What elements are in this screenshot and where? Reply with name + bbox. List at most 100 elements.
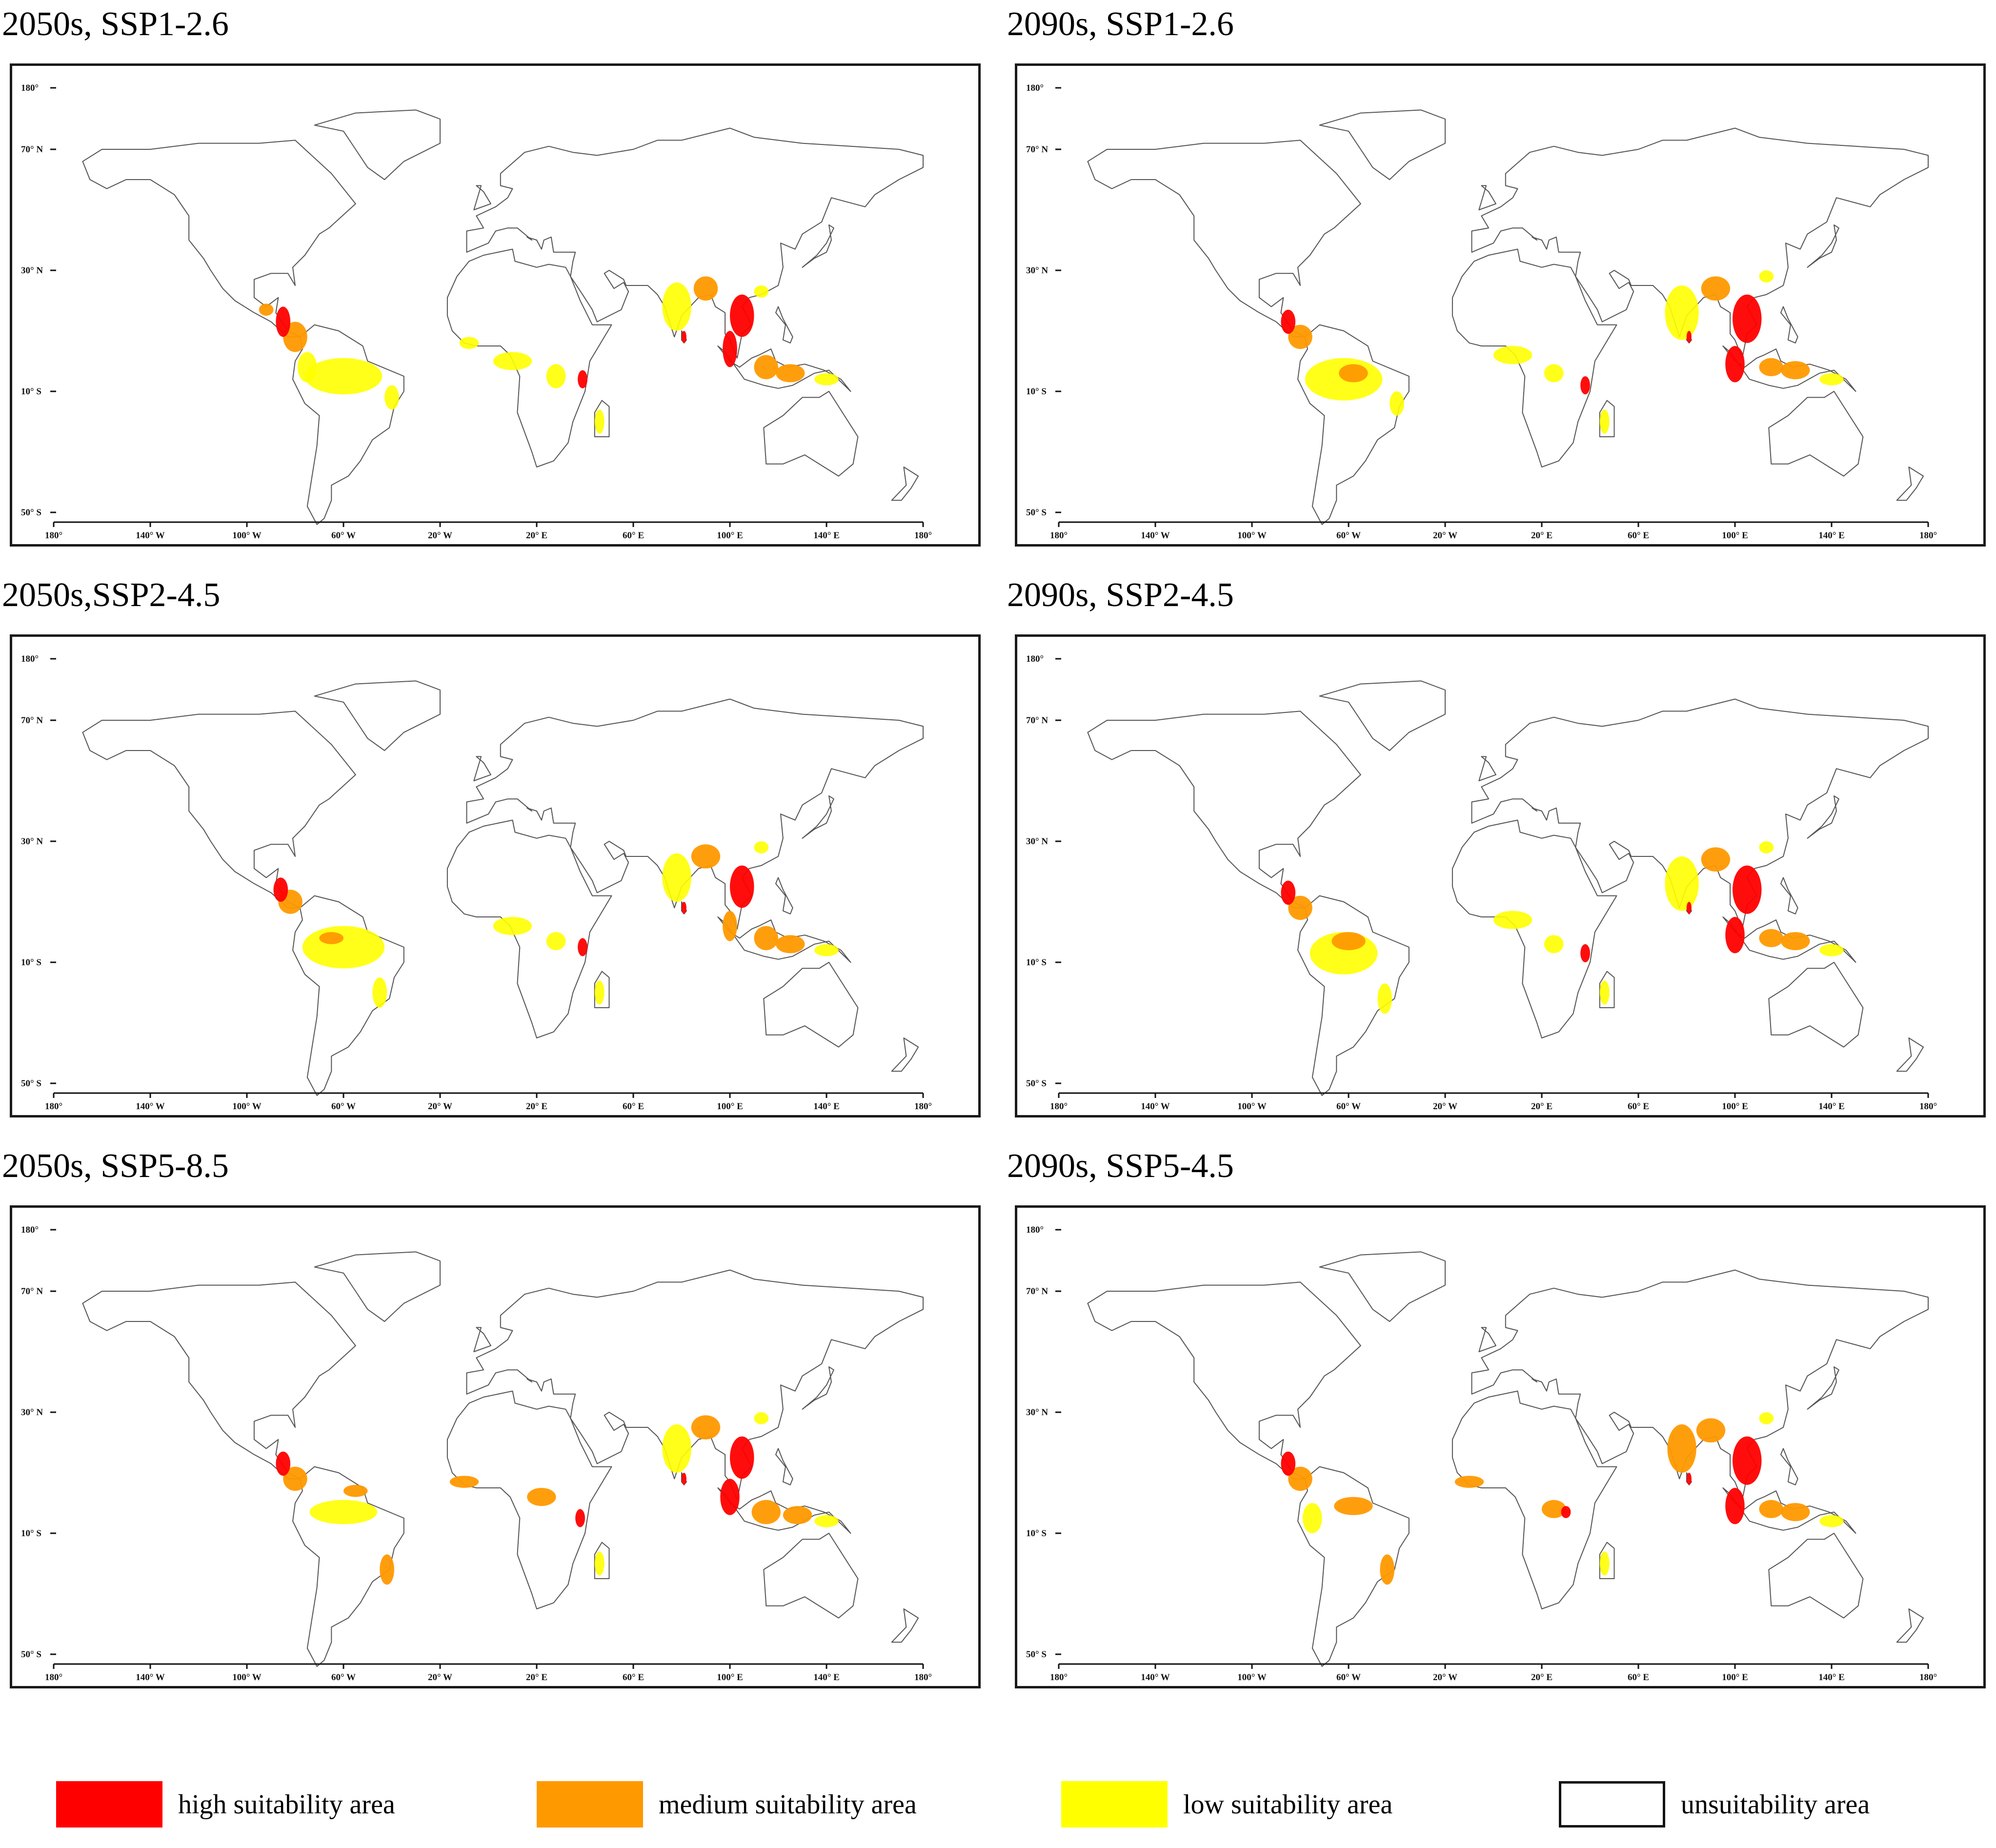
suitability-area-low <box>1819 944 1844 956</box>
lat-tick-label: 180° <box>1026 83 1044 93</box>
suitability-area-medium <box>776 364 805 383</box>
lon-tick-label: 100° W <box>232 1672 262 1683</box>
suitability-area-high <box>1281 1451 1296 1476</box>
lat-tick-label: 180° <box>21 654 39 664</box>
lat-tick-label: 70° N <box>1026 1286 1048 1297</box>
lat-tick-label: 10° S <box>1026 957 1047 968</box>
landmass-south-america <box>1297 324 1410 525</box>
suitability-area-high <box>1580 376 1590 395</box>
suitability-area-medium <box>754 926 778 951</box>
suitability-area-low <box>459 337 479 349</box>
landmass-australia <box>763 962 859 1048</box>
suitability-area-low <box>297 352 317 383</box>
suitability-area-low <box>1599 980 1610 1005</box>
landmass-greenland <box>1319 680 1446 751</box>
lon-tick-label: 100° E <box>717 530 743 541</box>
world-map: 180° 70° N 30° N 10° S 50° S 180° 140° W 100° W… <box>1015 63 1986 547</box>
lon-tick-label: 100° W <box>232 530 262 541</box>
lat-tick-label: 30° N <box>1026 1407 1048 1418</box>
lon-tick-label: 60° E <box>1628 1672 1649 1683</box>
suitability-area-low <box>594 1551 605 1576</box>
suitability-area-medium <box>1288 1466 1312 1491</box>
lon-tick-label: 140° W <box>1141 1101 1170 1112</box>
legend-label: unsuitability area <box>1681 1789 1870 1820</box>
suitability-area-high <box>730 865 754 908</box>
suitability-area-high <box>1725 917 1745 954</box>
suitability-area-medium <box>1288 895 1312 920</box>
landmass-uk <box>473 185 491 210</box>
landmass-japan <box>802 1366 834 1410</box>
lon-tick-label: 100° W <box>1237 1101 1267 1112</box>
landmass-north-america <box>1087 1281 1361 1480</box>
suitability-area-high <box>723 331 737 367</box>
lat-tick-label: 10° S <box>21 957 41 968</box>
lon-tick-label: 60° W <box>1336 1672 1361 1683</box>
suitability-area-low <box>1759 1412 1774 1424</box>
lon-tick-label: 140° W <box>136 1672 165 1683</box>
landmass-australia <box>763 1533 859 1619</box>
lat-tick-label: 50° S <box>21 508 41 518</box>
lon-tick-label: 100° W <box>1237 530 1267 541</box>
lon-tick-label: 60° E <box>623 1672 644 1683</box>
suitability-area-low <box>384 385 399 410</box>
suitability-area-high <box>276 1451 291 1476</box>
suitability-area-low <box>1544 364 1564 383</box>
lat-tick-label: 70° N <box>1026 144 1048 155</box>
lon-tick-label: 60° W <box>1336 1101 1361 1112</box>
lon-tick-label: 180° <box>1050 530 1068 541</box>
suitability-area-low <box>814 373 839 386</box>
lon-tick-label: 60° W <box>331 530 356 541</box>
lon-tick-label: 60° W <box>331 1672 356 1683</box>
landmass-africa <box>1452 1390 1617 1609</box>
lon-tick-label: 180° <box>914 1672 932 1683</box>
legend-swatch-low <box>1061 1781 1168 1828</box>
suitability-area-low <box>1599 1551 1610 1576</box>
landmass-philippines <box>775 1448 793 1485</box>
suitability-area-medium <box>1288 325 1312 349</box>
landmass-eurasia <box>466 1269 924 1501</box>
lon-tick-label: 140° E <box>813 1101 840 1112</box>
suitability-area-high <box>1725 1488 1745 1524</box>
panel-title: 2090s, SSP5-4.5 <box>1007 1147 1234 1185</box>
lat-tick-label: 180° <box>21 83 39 93</box>
suitability-area-high <box>730 1436 754 1479</box>
suitability-area-medium <box>1701 276 1731 301</box>
suitability-area-high <box>273 877 288 902</box>
suitability-area-medium <box>259 304 274 316</box>
legend-swatch-medium <box>537 1781 643 1828</box>
world-map: 180° 70° N 30° N 10° S 50° S 180° 140° W 100° W… <box>10 1205 981 1688</box>
landmass-philippines <box>1780 877 1798 914</box>
lon-tick-label: 180° <box>914 530 932 541</box>
suitability-area-low <box>754 1412 769 1424</box>
lat-tick-label: 30° N <box>21 1407 43 1418</box>
suitability-area-high <box>682 331 686 343</box>
suitability-area-high <box>730 294 754 337</box>
suitability-area-high <box>682 1473 686 1485</box>
lon-tick-label: 60° E <box>623 1101 644 1112</box>
panel-title: 2090s, SSP1-2.6 <box>1007 5 1234 43</box>
suitability-area-low <box>594 980 605 1005</box>
landmass-eurasia <box>1471 698 1929 930</box>
suitability-area-medium <box>380 1554 394 1585</box>
suitability-area-low <box>662 853 691 902</box>
legend-swatch-high <box>56 1781 162 1828</box>
lat-tick-label: 180° <box>21 1225 39 1235</box>
suitability-area-medium <box>343 1484 368 1497</box>
suitability-area-high <box>578 370 587 388</box>
lon-tick-label: 180° <box>1919 1672 1937 1683</box>
suitability-area-low <box>302 926 385 969</box>
suitability-area-medium <box>1701 847 1731 872</box>
lon-tick-label: 20° W <box>1433 1101 1457 1112</box>
lon-tick-label: 60° W <box>331 1101 356 1112</box>
landmass-australia <box>1768 962 1864 1048</box>
lon-tick-label: 180° <box>1919 1101 1937 1112</box>
suitability-area-low <box>493 917 532 935</box>
landmass-north-america <box>82 1281 356 1480</box>
map-panels: 2050s, SSP1-2.6 180° 70° N 30° N 10° S 50° S… <box>2 5 1986 1688</box>
landmass-japan <box>1807 224 1839 268</box>
landmass-eurasia <box>1471 1269 1929 1501</box>
world-map: 180° 70° N 30° N 10° S 50° S 180° 140° W 100° W… <box>10 634 981 1117</box>
suitability-area-medium <box>1454 1476 1484 1488</box>
suitability-area-medium <box>1759 358 1783 377</box>
lon-tick-label: 20° E <box>1531 1101 1552 1112</box>
